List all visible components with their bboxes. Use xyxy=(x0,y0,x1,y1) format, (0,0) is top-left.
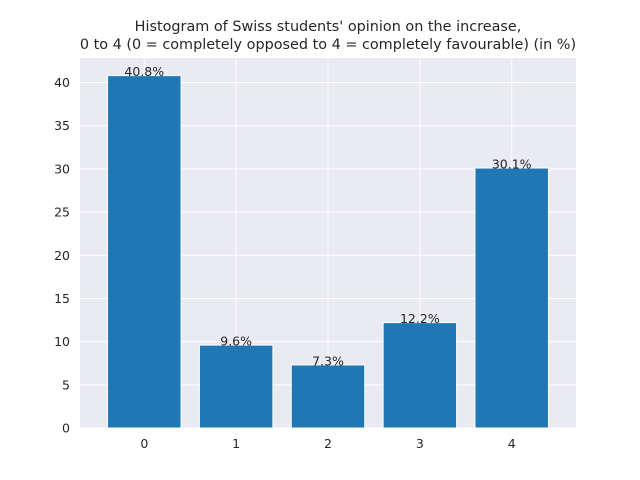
bar-2 xyxy=(290,364,366,429)
bar-4 xyxy=(474,167,549,429)
chart-subtitle: 0 to 4 (0 = completely opposed to 4 = co… xyxy=(80,37,576,53)
bar-3 xyxy=(382,322,458,429)
chart-title: Histogram of Swiss students' opinion on … xyxy=(135,19,522,35)
y-axis-ticks: 0 5 10 15 20 25 30 35 40 xyxy=(54,75,70,435)
y-tick-label: 25 xyxy=(54,205,70,220)
bar-1 xyxy=(198,344,274,429)
x-tick-label: 2 xyxy=(324,436,332,451)
y-tick-label: 40 xyxy=(54,75,70,90)
y-tick-label: 30 xyxy=(54,161,70,176)
x-axis-ticks: 0 1 2 3 4 xyxy=(140,436,515,451)
y-tick-label: 10 xyxy=(54,334,70,349)
x-tick-label: 3 xyxy=(416,436,424,451)
x-tick-label: 0 xyxy=(140,436,148,451)
bar-data-label-4: 30.1% xyxy=(492,157,532,172)
bar-data-labels: 40.8% 9.6% 7.3% 12.2% 30.1% xyxy=(124,64,531,368)
bar-data-label-3: 12.2% xyxy=(400,311,440,326)
x-tick-label: 1 xyxy=(232,436,240,451)
y-tick-label: 15 xyxy=(54,291,70,306)
bar-data-label-0: 40.8% xyxy=(124,64,164,79)
bar-data-label-2: 7.3% xyxy=(312,353,344,368)
bars xyxy=(107,75,549,429)
y-tick-label: 20 xyxy=(54,248,70,263)
y-tick-label: 0 xyxy=(62,421,70,436)
y-tick-label: 35 xyxy=(54,118,70,133)
bar-data-label-1: 9.6% xyxy=(220,334,252,349)
y-tick-label: 5 xyxy=(62,377,70,392)
x-tick-label: 4 xyxy=(508,436,516,451)
bar-0 xyxy=(107,75,182,429)
